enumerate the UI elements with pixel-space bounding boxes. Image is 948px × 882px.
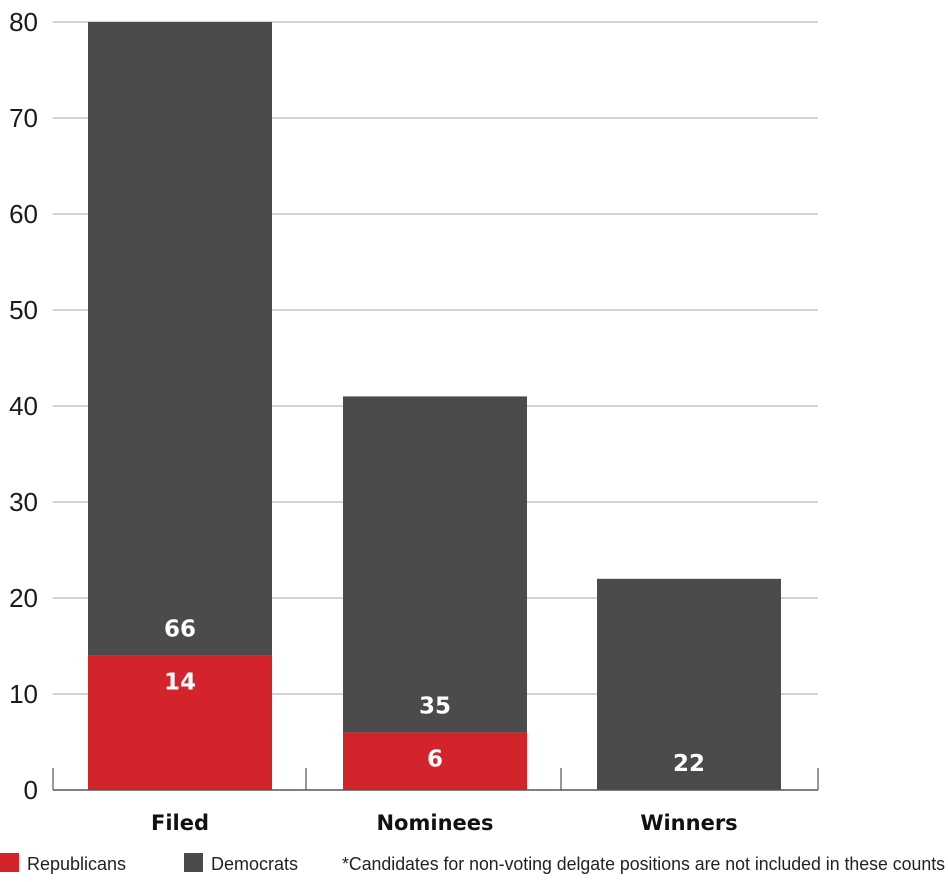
y-tick-label-80: 80	[9, 7, 38, 37]
category-label-nominees: Nominees	[376, 811, 493, 835]
bar-nominees-democrats	[343, 396, 527, 733]
data-label-nominees-democrats: 35	[419, 693, 451, 719]
y-tick-label-50: 50	[9, 295, 38, 325]
category-labels: Filed Nominees Winners	[151, 811, 738, 835]
bar-filed-democrats	[88, 22, 272, 656]
bar-nominees-republicans	[343, 732, 527, 790]
data-label-nominees-republicans: 6	[427, 746, 443, 772]
category-label-winners: Winners	[640, 811, 737, 835]
bars	[88, 22, 781, 790]
data-label-filed-democrats: 66	[164, 617, 196, 643]
y-tick-label-20: 20	[9, 583, 38, 613]
legend: Republicans Democrats *Candidates for no…	[0, 853, 945, 874]
legend-label-republicans: Republicans	[27, 854, 126, 874]
y-tick-label-0: 0	[24, 775, 38, 805]
x-axis	[52, 768, 819, 791]
category-label-filed: Filed	[151, 811, 209, 835]
legend-swatch-democrats	[184, 853, 203, 872]
data-label-winners-democrats: 22	[673, 751, 705, 777]
y-tick-label-70: 70	[9, 103, 38, 133]
footnote: *Candidates for non-voting delgate posit…	[342, 854, 945, 874]
data-label-filed-republicans: 14	[164, 670, 196, 696]
bar-filed-republicans	[88, 655, 272, 790]
legend-label-democrats: Democrats	[211, 854, 298, 874]
y-tick-label-60: 60	[9, 199, 38, 229]
y-tick-label-10: 10	[9, 679, 38, 709]
y-tick-label-30: 30	[9, 487, 38, 517]
y-axis-tick-labels: 0 10 20 30 40 50 60 70 80	[9, 7, 38, 805]
legend-swatch-republicans	[0, 853, 19, 872]
bar-winners-democrats	[597, 578, 781, 790]
y-tick-label-40: 40	[9, 391, 38, 421]
